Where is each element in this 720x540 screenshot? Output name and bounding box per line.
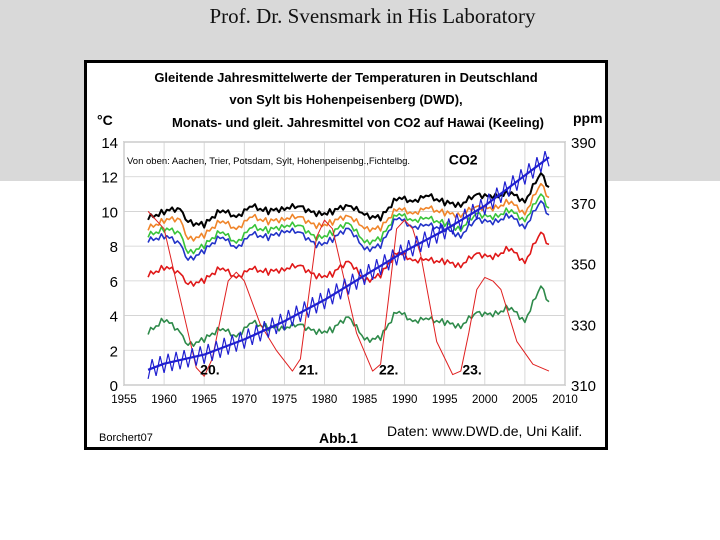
y-left-tick-label: 12 — [101, 170, 118, 187]
solar-cycle-label: 21. — [299, 362, 318, 378]
chart-title-line-2: von Sylt bis Hohenpeisenberg (DWD), — [229, 92, 462, 107]
x-tick-label: 2010 — [552, 394, 578, 406]
solar-cycle-label: 20. — [200, 362, 219, 378]
y-axis-right-label: ppm — [573, 110, 603, 126]
series-line-potsdam — [147, 193, 550, 255]
y-left-tick-label: 14 — [101, 135, 118, 152]
x-tick-label: 2005 — [512, 394, 538, 406]
chart-title-line-1: Gleitende Jahresmittelwerte der Temperat… — [154, 70, 537, 85]
series-lines — [147, 150, 550, 380]
x-tick-label: 1975 — [272, 394, 298, 406]
co2-label: CO2 — [449, 152, 478, 168]
temperature-co2-chart: Gleitende Jahresmittelwerte der Temperat… — [97, 70, 603, 446]
y-left-tick-label: 2 — [110, 343, 118, 360]
series-line-sunspot-cycles — [147, 211, 550, 377]
y-right-tick-label: 390 — [571, 135, 596, 152]
legend-note: Von oben: Aachen, Trier, Potsdam, Sylt, … — [127, 156, 410, 167]
series-line-co2-monthly — [147, 150, 550, 380]
x-tick-label: 1995 — [432, 394, 458, 406]
chart-annotations: 20. 21. 22. 23. CO2 — [200, 152, 482, 378]
axis-ticks: 0 2 4 6 8 10 12 14 1955 1960 1965 1970 1975 1980 1985 1… — [101, 135, 596, 406]
y-left-tick-label: 6 — [110, 274, 118, 291]
footer-source: Daten: www.DWD.de, Uni Kalif. — [387, 423, 582, 439]
x-tick-label: 1965 — [191, 394, 217, 406]
y-right-tick-label: 310 — [571, 378, 596, 395]
y-right-tick-label: 330 — [571, 317, 596, 334]
series-line-fichtelberg — [147, 285, 550, 347]
y-left-tick-label: 10 — [101, 204, 118, 221]
chart-frame: Gleitende Jahresmittelwerte der Temperat… — [84, 60, 608, 450]
series-line-aachen — [147, 172, 550, 229]
series-line-co2-mauna-loa — [147, 156, 550, 371]
x-tick-label: 1955 — [111, 394, 137, 406]
y-left-tick-label: 4 — [110, 309, 118, 326]
y-right-tick-label: 350 — [571, 257, 596, 274]
x-tick-label: 1980 — [312, 394, 338, 406]
chart-title-line-3: Monats- und gleit. Jahresmittel von CO2 … — [172, 115, 544, 130]
y-axis-left-label: °C — [97, 112, 113, 128]
series-line-sylt — [147, 200, 550, 261]
x-tick-label: 1990 — [392, 394, 418, 406]
solar-cycle-label: 22. — [379, 362, 398, 378]
x-tick-label: 1960 — [151, 394, 177, 406]
series-line-trier — [147, 182, 550, 242]
footer-author: Borchert07 — [99, 432, 153, 444]
x-tick-label: 1970 — [231, 394, 257, 406]
x-tick-label: 2000 — [472, 394, 498, 406]
chart-title: Gleitende Jahresmittelwerte der Temperat… — [154, 70, 544, 130]
y-left-tick-label: 0 — [110, 378, 118, 395]
solar-cycle-label: 23. — [462, 362, 481, 378]
x-tick-label: 1985 — [352, 394, 378, 406]
series-line-hohenpeisenberg — [147, 231, 550, 287]
y-right-tick-label: 370 — [571, 196, 596, 213]
slide-title: Prof. Dr. Svensmark in His Laboratory — [209, 4, 536, 28]
y-left-tick-label: 8 — [110, 239, 118, 256]
footer-figure-label: Abb.1 — [319, 430, 358, 446]
